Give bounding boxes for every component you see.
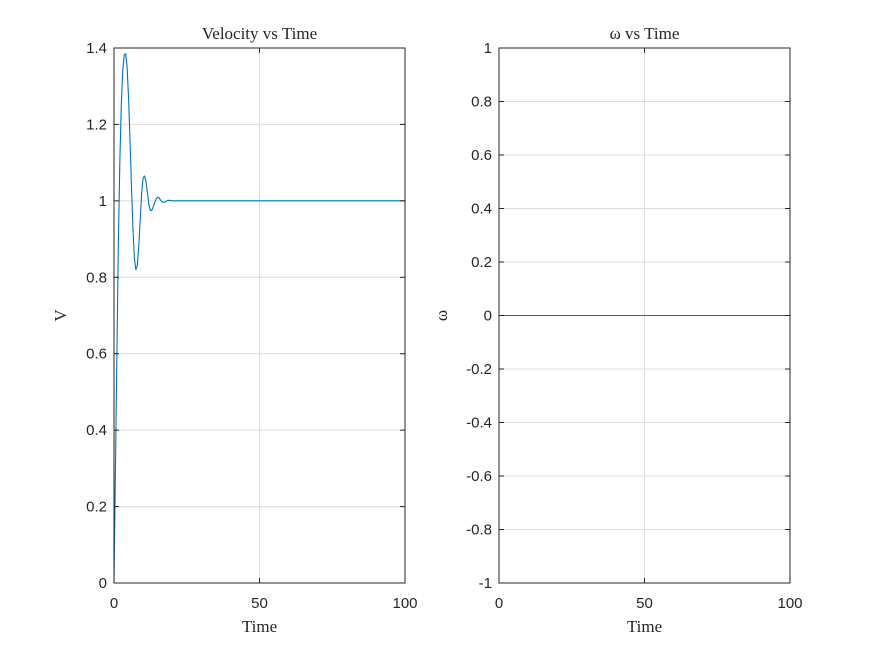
- omega-ytick-label-4: -0.2: [466, 361, 492, 378]
- omega-x-axis-label: Time: [627, 617, 662, 636]
- omega-y-axis-label: ω: [432, 310, 451, 321]
- velocity-ytick-label-2: 0.4: [86, 422, 107, 439]
- omega-xtick-label-2: 100: [777, 595, 802, 612]
- velocity-series-line-0: [113, 53, 405, 584]
- omega-axes: 0 50 100 -1 -0.8 -0.6 -0.4 -0.2 0 0.2 0.4 0.6 0.8 1 ω …: [432, 24, 803, 636]
- velocity-y-axis-label: V: [51, 309, 70, 322]
- velocity-ytick-label-4: 0.8: [86, 269, 107, 286]
- omega-ytick-label-5: 0: [484, 308, 492, 325]
- omega-xtick-label-0: 0: [495, 595, 503, 612]
- omega-ytick-label-8: 0.6: [471, 147, 492, 164]
- velocity-axes: 0 50 100 0 0.2 0.4 0.6 0.8 1 1.2 1.4 Velocity vs Ti…: [51, 24, 418, 636]
- velocity-xtick-label-1: 50: [251, 595, 268, 612]
- omega-ytick-label-3: -0.4: [466, 415, 492, 432]
- omega-ytick-label-7: 0.4: [471, 201, 492, 218]
- velocity-ytick-label-0: 0: [99, 575, 107, 592]
- omega-ytick-label-6: 0.2: [471, 254, 492, 271]
- velocity-ytick-label-6: 1.2: [86, 116, 107, 133]
- velocity-ytick-label-5: 1: [99, 193, 107, 210]
- velocity-ytick-label-7: 1.4: [86, 40, 107, 57]
- velocity-x-axis-label: Time: [242, 617, 277, 636]
- velocity-xtick-label-2: 100: [392, 595, 417, 612]
- velocity-xtick-label-0: 0: [110, 595, 118, 612]
- omega-ytick-label-9: 0.8: [471, 94, 492, 111]
- velocity-title: Velocity vs Time: [202, 24, 317, 43]
- omega-ytick-label-1: -0.8: [466, 522, 492, 539]
- omega-ytick-label-10: 1: [484, 40, 492, 57]
- omega-ytick-label-2: -0.6: [466, 468, 492, 485]
- omega-ytick-label-0: -1: [479, 575, 492, 592]
- velocity-ytick-label-1: 0.2: [86, 499, 107, 516]
- omega-title: ω vs Time: [610, 24, 680, 43]
- omega-xtick-label-1: 50: [636, 595, 653, 612]
- velocity-ytick-label-3: 0.6: [86, 346, 107, 363]
